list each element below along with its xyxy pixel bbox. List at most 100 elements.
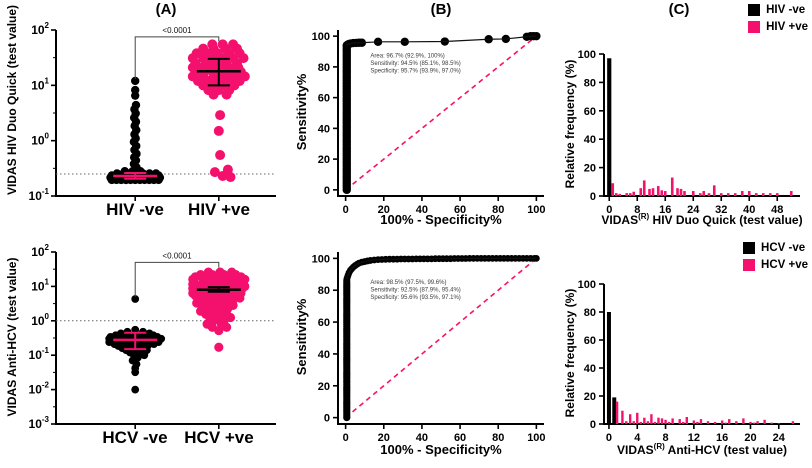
y-tick-label: 101 [31, 76, 49, 92]
hiv-dotplot-y-axis-label: VIDAS HIV Duo Quick (test value) [5, 4, 19, 195]
x-tick-label: 40 [416, 432, 428, 444]
legend-item-hiv-negative: HIV -ve [748, 4, 808, 16]
y-tick-label: 60 [318, 93, 330, 105]
hcv-hist-x-label-prefix: VIDAS [616, 443, 654, 457]
panel-hcv-dotplot: 10-3 10-2 10-1 100 101 102 <0.0001 VIDAS Anti-… [0, 240, 292, 468]
hiv-hist-bars-positive [611, 177, 793, 196]
hcv-roc-canvas: 0 20 40 60 80 100 0 20 40 60 80 100 Area: 98.5% (97.… [312, 252, 546, 444]
y-tick-label: 20 [318, 381, 330, 393]
hiv-dotplot-canvas: 10-1 100 101 102 <0.0001 [29, 21, 276, 203]
legend-item-hcv-negative: HCV -ve [743, 242, 808, 254]
x-tick-label: 80 [492, 432, 504, 444]
roc-stats-annotation: Area: 98.5% (97.5%, 99.6%) Sensitivity: 9… [370, 280, 460, 301]
y-tick-label: 100 [31, 132, 49, 148]
panel-hiv-dotplot: 10-1 100 101 102 <0.0001 (A) VIDAS HIV Duo Q… [0, 0, 292, 240]
hiv-dotplot-points-negative [106, 76, 165, 185]
y-tick-label: 80 [584, 77, 596, 89]
panel-hcv-hist: 0 20 40 60 80 100 0 4 8 12 16 20 24 Relative frequen… [560, 240, 812, 468]
roc-curve-line [346, 257, 537, 280]
hiv-hist-bars-negative [607, 58, 612, 197]
hcv-negative-category-label: HCV -ve [102, 428, 168, 447]
x-tick-label: 20 [744, 432, 756, 444]
y-tick-label: 80 [318, 62, 330, 74]
x-tick-label: 100 [527, 432, 545, 444]
hiv-roc-y-axis-label: Sensitivity% [294, 73, 309, 151]
hiv-positive-legend-label: HIV +ve [766, 21, 808, 33]
panel-label-b: (B) [430, 1, 452, 18]
panel-label-c: (C) [668, 1, 690, 18]
panel-hcv-roc: 0 20 40 60 80 100 0 20 40 60 80 100 Area: 98.5% (97.… [292, 240, 560, 468]
y-tick-label: 0 [590, 191, 596, 203]
x-tick-label: 24 [687, 204, 700, 216]
hcv-negative-legend-label: HCV -ve [761, 242, 806, 254]
hcv-roc-x-axis-label: 100% - Specificity% [380, 442, 502, 457]
x-tick-label: 100 [527, 204, 545, 216]
p-value: <0.0001 [162, 26, 192, 35]
y-tick-label: 10-3 [29, 415, 50, 431]
hcv-hist-bars-positive [615, 401, 795, 424]
p-value: <0.0001 [162, 251, 192, 260]
hiv-hist-y-axis-label: Relative frequency (%) [563, 59, 577, 189]
y-tick-label: 100 [312, 31, 330, 43]
x-tick-label: 4 [634, 432, 641, 444]
hcv-hist-legend: HCV -ve HCV +ve [743, 242, 808, 271]
chance-diagonal-line [345, 257, 537, 419]
roc-curve-line [346, 35, 537, 46]
y-tick-label: 60 [584, 106, 596, 118]
y-tick-label: 20 [584, 391, 596, 403]
hiv-roc-points [342, 31, 541, 195]
y-tick-label: 80 [318, 285, 330, 297]
x-tick-label: 60 [454, 432, 466, 444]
y-tick-label: 101 [31, 277, 49, 293]
y-tick-label: 60 [318, 317, 330, 329]
y-tick-label: 20 [584, 163, 596, 175]
hiv-hist-x-label-prefix: VIDAS [601, 213, 639, 227]
hcv-hist-bars-negative [606, 312, 617, 424]
y-tick-label: 102 [31, 243, 49, 259]
significance-bracket [134, 36, 220, 80]
column-c: 0 20 40 60 80 100 0 8 16 24 32 40 48 (C) Relative fr… [560, 0, 812, 468]
y-tick-label: 10-1 [29, 187, 50, 203]
hcv-dotplot-canvas: 10-3 10-2 10-1 100 101 102 <0.0001 [29, 243, 276, 431]
column-a: 10-1 100 101 102 <0.0001 (A) VIDAS HIV Duo Q… [0, 0, 292, 468]
hiv-negative-swatch-icon [748, 4, 761, 16]
hcv-negative-swatch-icon [743, 242, 756, 254]
hcv-positive-legend-label: HCV +ve [761, 259, 808, 271]
hiv-hist-canvas: 0 20 40 60 80 100 0 8 16 24 32 40 48 [578, 49, 800, 216]
y-tick-label: 40 [318, 123, 330, 135]
hcv-hist-canvas: 0 20 40 60 80 100 0 4 8 12 16 20 24 [578, 279, 800, 444]
hiv-positive-swatch-icon [748, 21, 761, 33]
y-tick-label: 40 [584, 363, 596, 375]
x-tick-label: 20 [378, 432, 390, 444]
hiv-positive-category-label: HIV +ve [188, 200, 250, 219]
panel-label-a: (A) [155, 1, 177, 18]
x-tick-label: 8 [634, 204, 640, 216]
hcv-hist-x-label-sup: (R) [653, 442, 665, 451]
hcv-dotplot-y-axis-label: VIDAS Anti-HCV (test value) [5, 257, 19, 417]
y-tick-label: 0 [324, 413, 330, 425]
hiv-negative-category-label: HIV -ve [106, 200, 164, 219]
x-tick-label: 16 [659, 204, 671, 216]
x-tick-label: 0 [606, 204, 612, 216]
x-tick-label: 24 [773, 432, 786, 444]
hcv-hist-x-axis-label: VIDAS(R) Anti-HCV (test value) [600, 442, 804, 457]
x-tick-label: 16 [716, 432, 728, 444]
y-tick-label: 80 [584, 307, 596, 319]
hiv-hist-legend: HIV -ve HIV +ve [748, 4, 808, 33]
y-tick-label: 10-1 [29, 346, 50, 362]
y-tick-label: 60 [584, 335, 596, 347]
y-tick-label: 40 [318, 349, 330, 361]
x-tick-label: 80 [492, 204, 504, 216]
column-b: 0 20 40 60 80 100 0 20 40 60 80 100 Area: 96.7% (92.… [292, 0, 560, 468]
y-tick-label: 102 [31, 21, 49, 37]
x-tick-label: 0 [343, 432, 349, 444]
panel-hiv-roc: 0 20 40 60 80 100 0 20 40 60 80 100 Area: 96.7% (92.… [292, 0, 560, 240]
hcv-roc-y-axis-label: Sensitivity% [294, 298, 309, 376]
roc-stats-annotation: Area: 96.7% (92.9%, 100%) Sensitivity: 94… [370, 54, 460, 75]
hiv-dotplot-points-positive [187, 39, 250, 183]
significance-bracket [134, 261, 220, 297]
hcv-hist-y-axis-label: Relative frequency (%) [563, 288, 577, 418]
legend-item-hiv-positive: HIV +ve [748, 21, 808, 33]
x-tick-label: 32 [715, 204, 727, 216]
x-tick-label: 8 [662, 432, 668, 444]
